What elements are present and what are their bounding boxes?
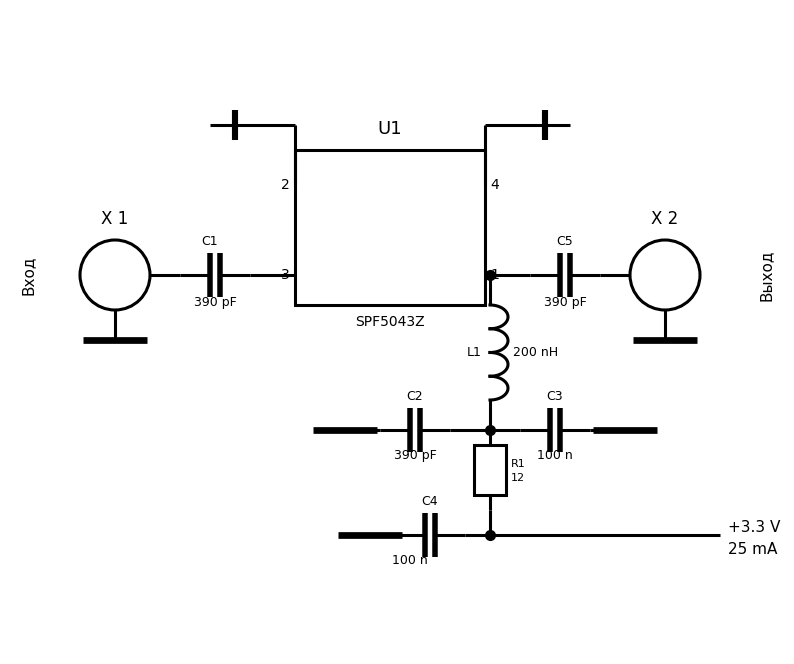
Text: +3.3 V: +3.3 V — [728, 519, 781, 535]
Text: L1: L1 — [467, 346, 482, 359]
Text: 4: 4 — [490, 178, 499, 192]
Text: 390 pF: 390 pF — [194, 296, 237, 309]
Text: 3: 3 — [281, 268, 290, 282]
Text: 2: 2 — [281, 178, 290, 192]
Text: 200 nH: 200 nH — [513, 346, 558, 359]
Text: 25 mA: 25 mA — [728, 542, 777, 556]
Text: 390 pF: 390 pF — [394, 449, 437, 462]
Text: C3: C3 — [547, 390, 563, 403]
Text: 390 pF: 390 pF — [544, 296, 587, 309]
Text: X 2: X 2 — [651, 210, 679, 228]
Text: X 1: X 1 — [102, 210, 129, 228]
Text: C4: C4 — [422, 495, 438, 508]
Text: C1: C1 — [202, 235, 218, 248]
Text: Вход: Вход — [21, 256, 36, 295]
Text: 100 n: 100 n — [392, 554, 428, 567]
Text: SPF5043Z: SPF5043Z — [355, 315, 425, 329]
Text: U1: U1 — [378, 120, 403, 138]
Text: 1: 1 — [490, 268, 499, 282]
Text: 12: 12 — [511, 473, 525, 483]
Bar — [474, 445, 506, 495]
Text: Выход: Выход — [758, 249, 773, 301]
Bar — [295, 150, 485, 305]
Text: C2: C2 — [407, 390, 423, 403]
Text: C5: C5 — [557, 235, 573, 248]
Text: R1: R1 — [511, 459, 526, 469]
Text: 100 n: 100 n — [537, 449, 573, 462]
